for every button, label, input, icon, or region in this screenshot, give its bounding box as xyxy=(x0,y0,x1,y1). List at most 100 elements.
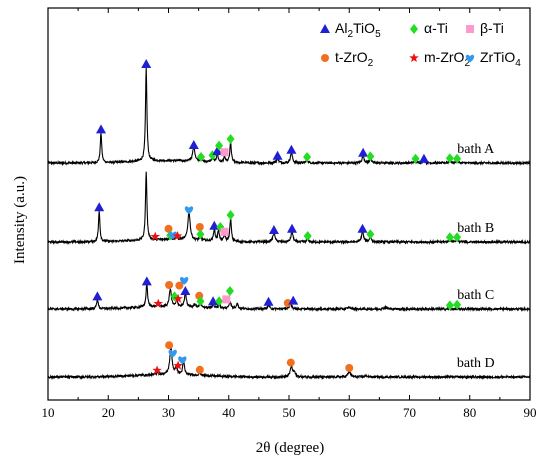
legend-label: α-Ti xyxy=(424,20,448,36)
phase-marker xyxy=(303,231,312,241)
phase-marker xyxy=(153,298,163,308)
phase-marker xyxy=(208,296,219,306)
legend-label-part: ZrTiO xyxy=(480,49,515,65)
legend-label: β-Ti xyxy=(480,20,504,36)
phase-marker xyxy=(92,291,103,301)
legend: Al2TiO5 α-Ti β-Tit-ZrO2 m-ZrO2 ZrTiO4 xyxy=(320,20,521,69)
phase-marker xyxy=(212,146,223,155)
phase-marker xyxy=(222,295,231,304)
phase-marker xyxy=(94,202,105,212)
legend-label: ZrTiO4 xyxy=(480,49,521,69)
phase-marker xyxy=(168,349,177,358)
legend-label-part: 4 xyxy=(515,58,521,69)
phase-marker xyxy=(288,295,299,305)
phase-marker xyxy=(345,364,354,372)
phase-marker xyxy=(286,144,297,154)
phase-marker xyxy=(196,296,205,307)
legend-label-part: t-ZrO xyxy=(335,49,368,65)
phase-marker xyxy=(366,229,375,240)
phase-marker xyxy=(215,140,224,151)
phase-marker xyxy=(453,232,462,243)
phase-marker xyxy=(411,153,420,164)
legend-marker-heart xyxy=(465,54,475,63)
phase-marker xyxy=(358,147,369,157)
phase-marker xyxy=(195,365,204,374)
series-label: bath B xyxy=(457,221,494,236)
phase-marker xyxy=(141,276,152,286)
phase-marker xyxy=(172,231,183,240)
phase-marker xyxy=(215,296,224,307)
phase-marker xyxy=(152,365,162,375)
plot-frame xyxy=(47,7,531,401)
phase-marker xyxy=(180,286,191,295)
x-tick-label: 20 xyxy=(102,405,115,420)
x-axis-title: 2θ (degree) xyxy=(256,440,324,456)
phase-marker xyxy=(220,227,229,236)
phase-marker xyxy=(418,153,429,163)
series-label: bath D xyxy=(457,356,495,371)
phase-marker xyxy=(225,286,234,296)
phase-marker xyxy=(178,356,187,365)
phase-marker xyxy=(303,152,312,162)
x-tick-label: 50 xyxy=(283,405,296,420)
phase-marker xyxy=(283,299,292,307)
phase-marker xyxy=(220,148,229,157)
phase-marker xyxy=(173,360,183,370)
phase-marker xyxy=(141,59,152,68)
x-tick-label: 10 xyxy=(42,405,55,420)
phase-marker xyxy=(188,140,199,149)
phase-marker xyxy=(150,231,160,241)
legend-label: t-ZrO2 xyxy=(335,49,374,69)
phase-marker xyxy=(287,223,298,233)
legend-label-part: α-Ti xyxy=(424,20,448,36)
phase-marker xyxy=(168,231,177,240)
phase-marker xyxy=(366,151,375,162)
x-tick-label: 60 xyxy=(343,405,356,420)
phase-marker xyxy=(96,124,107,134)
phase-marker xyxy=(445,300,454,311)
y-axis-title: Intensity (a.u.) xyxy=(12,176,28,264)
phase-marker xyxy=(226,210,235,220)
phase-marker xyxy=(196,229,205,240)
phase-marker xyxy=(453,153,462,164)
phase-marker xyxy=(268,225,279,234)
x-tick-label: 90 xyxy=(524,405,537,420)
series-layer: bath A bath B bath C bath D xyxy=(47,67,531,381)
series-label: bath A xyxy=(457,142,495,157)
phase-marker xyxy=(263,296,274,306)
phase-marker xyxy=(197,152,206,162)
phase-marker xyxy=(175,281,184,290)
phase-marker xyxy=(357,223,368,233)
phase-marker xyxy=(195,223,204,231)
legend-marker-triangle xyxy=(320,24,330,33)
legend-label-part: Al xyxy=(335,20,347,36)
series-line-3 xyxy=(47,345,531,381)
legend-label-part: m-ZrO xyxy=(424,49,465,65)
phase-marker xyxy=(226,134,235,144)
phase-marker xyxy=(164,224,173,233)
x-tick-label: 80 xyxy=(463,405,476,420)
legend-label-part: TiO xyxy=(353,20,375,36)
phase-marker xyxy=(272,150,283,160)
phase-marker xyxy=(184,206,194,215)
legend-label-part: β-Ti xyxy=(480,20,504,36)
phase-marker xyxy=(286,358,295,367)
legend-marker-circle xyxy=(321,54,329,62)
legend-label-part: 2 xyxy=(368,58,374,69)
legend-label-part: 5 xyxy=(375,29,381,40)
legend-marker-square xyxy=(466,25,474,33)
phase-marker xyxy=(165,341,174,350)
phase-marker xyxy=(173,293,183,303)
x-tick-label: 70 xyxy=(403,405,416,420)
legend-label: m-ZrO2 xyxy=(424,49,470,69)
phase-marker xyxy=(445,232,454,243)
legend-label-part: 2 xyxy=(347,29,353,40)
series-label: bath C xyxy=(457,288,494,303)
legend-marker-star xyxy=(409,53,419,62)
phase-marker xyxy=(180,276,189,285)
legend-label: Al2TiO5 xyxy=(335,20,381,40)
axes: 10 20 30 40 50 60 70 80 90 xyxy=(42,7,537,420)
phase-marker xyxy=(453,299,462,310)
phase-marker-layer xyxy=(92,59,462,375)
phase-marker xyxy=(445,153,454,164)
